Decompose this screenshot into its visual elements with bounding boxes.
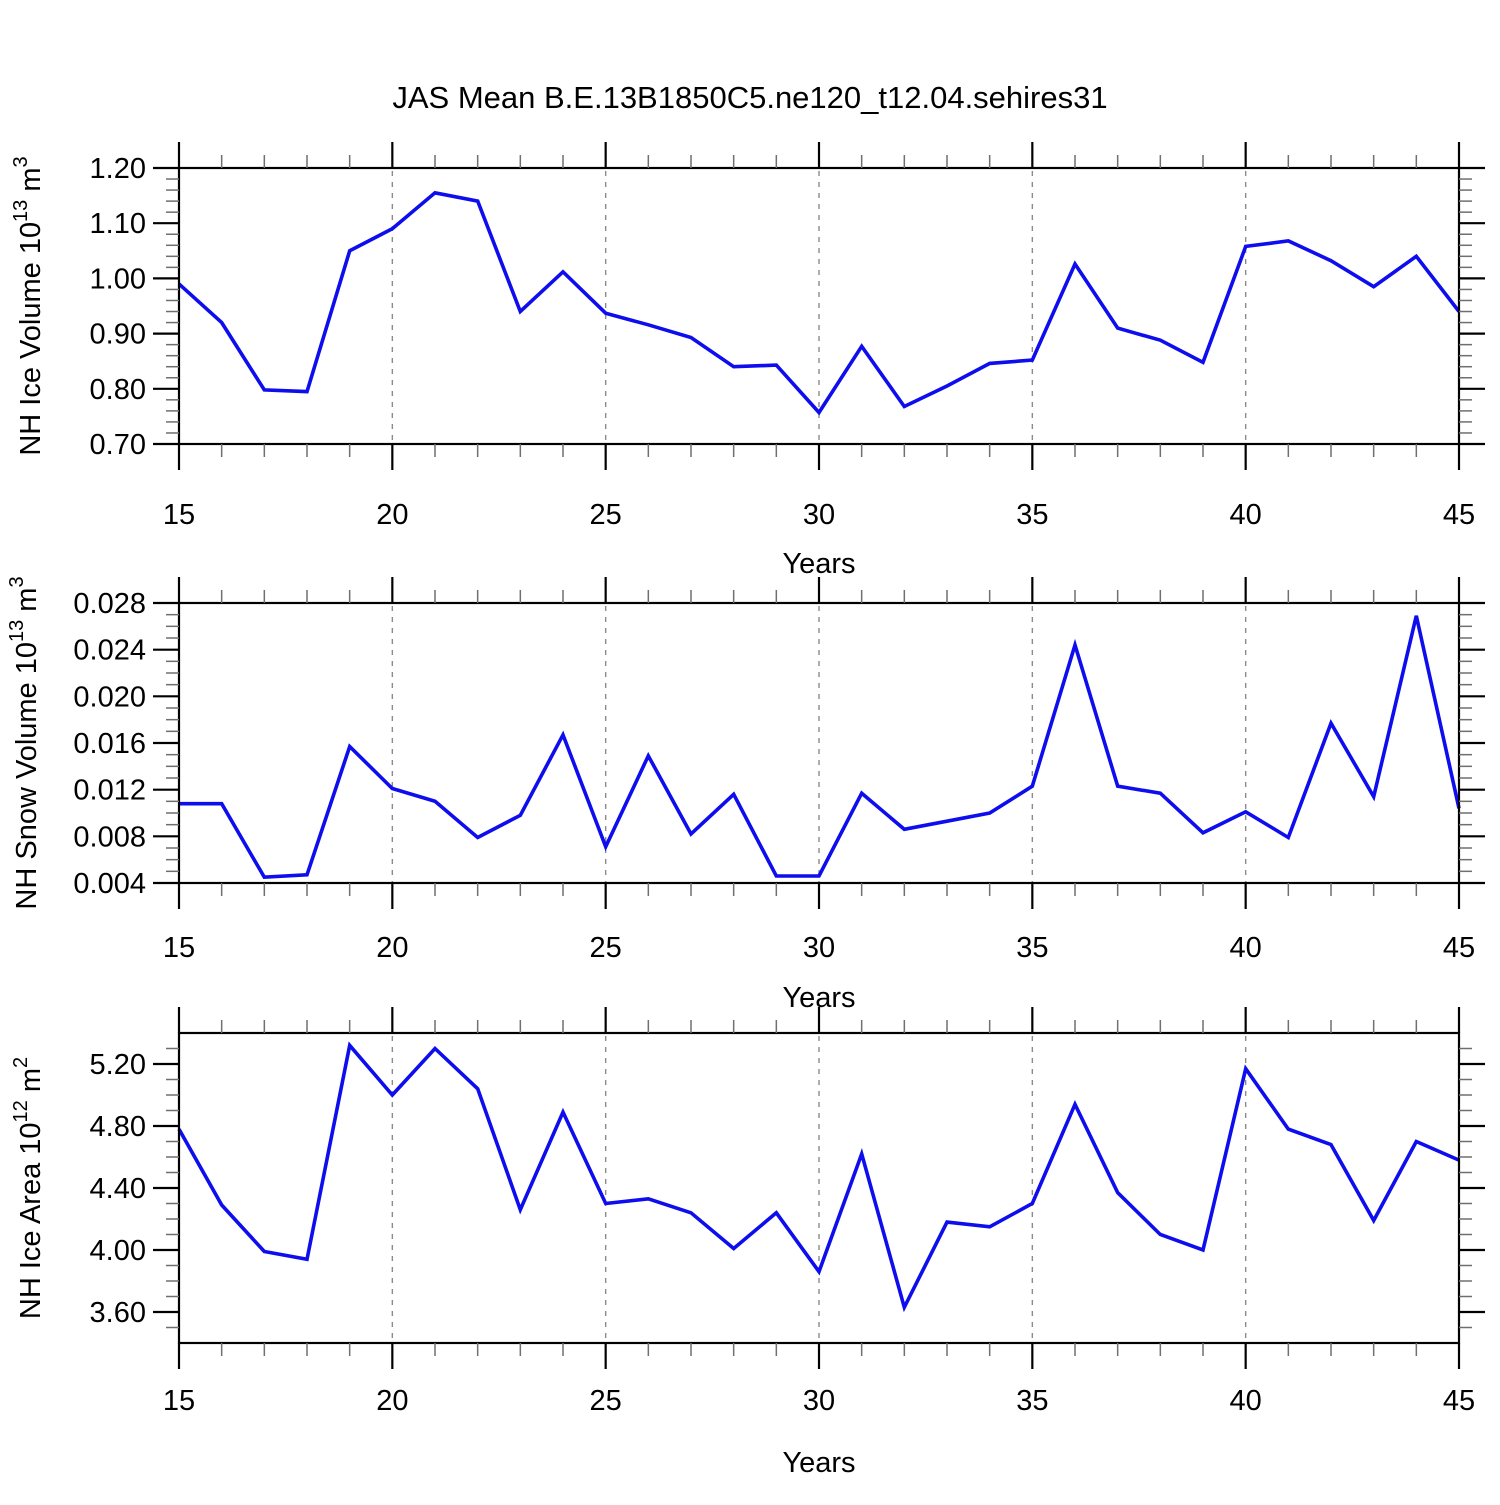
panel3-xtick-label: 30 [803, 1385, 835, 1417]
panel3-plot-box [177, 1031, 1461, 1345]
panel2-ytick-label: 0.008 [73, 821, 146, 853]
panel2-xtick-label: 40 [1230, 932, 1262, 964]
panel3-data-line [177, 1041, 1460, 1313]
panel2-xtick-label: 15 [163, 932, 195, 964]
panel1-ytick-label: 1.10 [90, 208, 146, 240]
panel2-yaxis-title-part: 13 [6, 620, 28, 642]
panel1-ytick-label: 0.80 [90, 374, 146, 406]
panel3-yaxis-title-part: NH Ice Area 10 [15, 1122, 47, 1319]
panel1-xtick-label: 20 [376, 499, 408, 531]
panel3-xaxis-title: Years [782, 1447, 855, 1479]
panel1-xaxis-title: Years [782, 548, 855, 580]
panel3-yaxis-title-part: 12 [10, 1100, 32, 1122]
panel3-ytick-label: 4.40 [90, 1173, 146, 1205]
panel2-xtick-label: 25 [590, 932, 622, 964]
panel3-yaxis-title-part: m [15, 1068, 47, 1100]
panel2-yaxis-title-part: m [11, 588, 43, 620]
panel1-yaxis-title-part: 3 [10, 156, 32, 167]
panel3-xtick-label: 35 [1016, 1385, 1048, 1417]
panel1-data-line [177, 190, 1461, 416]
panel2-ytick-label: 0.004 [73, 868, 146, 900]
panel3-yaxis-title-part: 2 [10, 1057, 32, 1068]
panel2-ytick-label: 0.024 [73, 635, 146, 667]
panel3-ytick-label: 5.20 [90, 1049, 146, 1081]
panel3-ytick-label: 4.00 [90, 1235, 146, 1267]
panel1-ytick-label: 0.90 [90, 319, 146, 351]
panel1-yaxis-title: NH Ice Volume 1013 m3 [10, 156, 47, 455]
panel2-data-line [179, 615, 1461, 880]
figure-title: JAS Mean B.E.13B1850C5.ne120_t12.04.sehi… [392, 80, 1108, 115]
panel2-ytick-label: 0.016 [73, 728, 146, 760]
panel1-ytick-label: 0.70 [90, 429, 146, 461]
panel3-xtick-label: 20 [376, 1385, 408, 1417]
panel1-xtick-label: 15 [163, 499, 195, 531]
panel2-ytick-label: 0.020 [73, 681, 146, 713]
panel1-xtick-label: 25 [590, 499, 622, 531]
panel1-ytick-label: 1.20 [90, 153, 146, 185]
panel2-xtick-label: 45 [1443, 932, 1475, 964]
panel2-yaxis-title-part: 3 [6, 576, 28, 587]
panel2-yaxis-title-part: NH Snow Volume 10 [11, 642, 43, 910]
panel3-xtick-label: 45 [1443, 1385, 1475, 1417]
panel3-xtick-label: 15 [163, 1385, 195, 1417]
panel1-xtick-label: 35 [1016, 499, 1048, 531]
panel3-xtick-label: 40 [1230, 1385, 1262, 1417]
panel1-yaxis-title-part: 13 [10, 200, 32, 222]
panel3-ytick-label: 4.80 [90, 1111, 146, 1143]
panel1-xtick-label: 45 [1443, 499, 1475, 531]
panel1-ytick-label: 1.00 [90, 263, 146, 295]
panel1-xtick-label: 40 [1230, 499, 1262, 531]
panel2-yaxis-title: NH Snow Volume 1013 m3 [6, 576, 43, 909]
panel2-ytick-label: 0.012 [73, 775, 146, 807]
panel1-xtick-label: 30 [803, 499, 835, 531]
panel3-yaxis-title: NH Ice Area 1012 m2 [10, 1057, 47, 1319]
panel2-xtick-label: 30 [803, 932, 835, 964]
panel3-ytick-label: 3.60 [90, 1297, 146, 1329]
panel1-yaxis-title-part: m [15, 167, 47, 199]
panel2-ytick-label: 0.028 [73, 588, 146, 620]
panel2-xtick-label: 35 [1016, 932, 1048, 964]
panel1-yaxis-title-part: NH Ice Volume 10 [15, 222, 47, 456]
panel3-xtick-label: 25 [590, 1385, 622, 1417]
panel2-xtick-label: 20 [376, 932, 408, 964]
